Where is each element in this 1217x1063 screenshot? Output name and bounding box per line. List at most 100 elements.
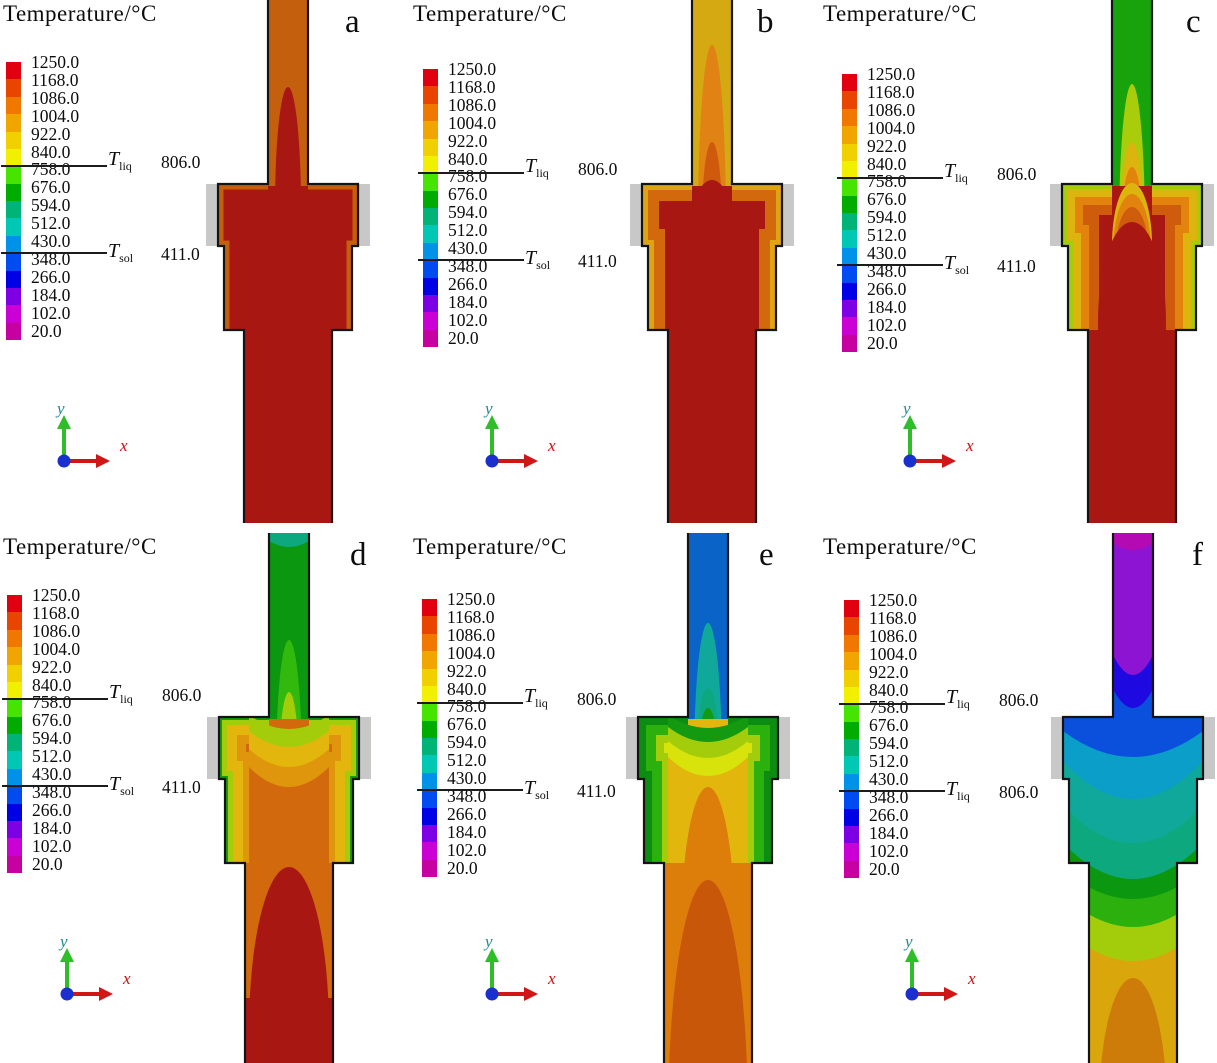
legend-tick-label: 512.0 (869, 751, 909, 772)
legend-color-band (844, 704, 859, 722)
legend-color-band (7, 716, 22, 734)
legend-tick-label: 758.0 (448, 166, 488, 187)
legend-tick-label: 1250.0 (31, 52, 80, 72)
axis-arrows-icon (485, 415, 538, 468)
legend-tick-label: 922.0 (32, 656, 72, 677)
legend-tick-label: 922.0 (31, 123, 71, 144)
liquidus-value: 806.0 (161, 152, 201, 172)
solidus-line (2, 785, 108, 787)
axis-arrows-icon (903, 415, 956, 468)
legend-color-band (422, 755, 437, 773)
legend-colorbar (844, 600, 859, 878)
legend-tick-label: 266.0 (448, 273, 488, 294)
x-axis-label: x (968, 969, 976, 988)
legend-tick-label: 430.0 (867, 243, 907, 263)
legend-tick-label: 1086.0 (448, 94, 497, 115)
panel-a: Temperature/°C a 1250.0 1168.0 1086.0 1004.… (0, 0, 405, 533)
panel-f: Temperature/°C f 1250.0 1168.0 1086.0 1004.… (820, 533, 1217, 1063)
legend-color-band (6, 201, 21, 219)
legend-tick-label: 430.0 (869, 769, 909, 789)
solidus-value: 411.0 (161, 244, 200, 264)
legend-tick-label: 102.0 (31, 302, 71, 323)
legend-tick-label: 20.0 (869, 858, 900, 879)
legend-color-band (6, 235, 21, 254)
legend-tick-label: 102.0 (867, 314, 907, 335)
solidus-value: 411.0 (997, 256, 1036, 276)
x-axis-label: x (966, 436, 974, 455)
legend-tick-label: 20.0 (31, 320, 62, 341)
liquidus-symbol: Tliq (108, 148, 132, 173)
panel-d: Temperature/°C d 1250.0 1168.0 1086.0 1004.… (0, 533, 405, 1063)
legend-color-band (7, 699, 22, 717)
legend-tick-labels: 1250.0 1168.0 1086.0 1004.0 922.0 840.0 758.0 6… (448, 60, 520, 360)
legend-color-band (6, 253, 21, 271)
legend-color-band (844, 791, 859, 809)
legend-tick-label: 1250.0 (32, 585, 81, 605)
legend-colorbar (842, 74, 857, 352)
legend-color-band (423, 312, 438, 330)
legend-tick-label: 512.0 (447, 750, 487, 771)
legend-tick-label: 1168.0 (32, 602, 80, 623)
legend-color-band (423, 208, 438, 226)
legend-color-band (844, 825, 859, 844)
legend-tick-label: 266.0 (867, 278, 907, 299)
legend-color-band (842, 126, 857, 144)
legend-tick-label: 758.0 (867, 171, 907, 192)
panel-title: Temperature/°C (413, 534, 567, 559)
legend-color-band (842, 178, 857, 196)
legend-color-band (6, 96, 21, 115)
legend-tick-label: 20.0 (32, 853, 63, 874)
axis-triad-icon: y x (480, 399, 575, 484)
legend-color-band (422, 651, 437, 669)
legend-tick-label: 676.0 (448, 184, 488, 205)
legend-color-band (6, 148, 21, 167)
legend-color-band (842, 74, 857, 92)
legend-tick-label: 430.0 (447, 768, 487, 788)
legend-color-band (6, 218, 21, 236)
legend-color-band (7, 595, 22, 613)
y-axis-label: y (905, 932, 913, 951)
legend-tick-label: 1250.0 (867, 64, 916, 84)
legend-color-band (7, 647, 22, 665)
legend-color-band (7, 629, 22, 648)
legend-color-band (842, 213, 857, 231)
liquidus-symbol: Tliq (944, 160, 968, 185)
legend-color-band (422, 668, 437, 686)
legend-color-band (7, 751, 22, 769)
legend-tick-label: 348.0 (32, 781, 72, 802)
legend-color-band (842, 334, 857, 352)
legend-color-band (423, 155, 438, 174)
legend-tick-label: 266.0 (869, 804, 909, 825)
legend-tick-label: 184.0 (31, 284, 71, 305)
x-axis-label: x (548, 969, 556, 988)
axis-arrows-icon (60, 948, 113, 1001)
solidus-line (1, 252, 107, 254)
legend-tick-label: 1004.0 (867, 117, 916, 138)
legend-tick-labels: 1250.0 1168.0 1086.0 1004.0 922.0 840.0 758.0 6… (869, 591, 941, 891)
legend-color-band (6, 322, 21, 340)
legend-tick-label: 1168.0 (869, 607, 917, 628)
legend-tick-label: 676.0 (447, 714, 487, 735)
legend-tick-label: 20.0 (867, 332, 898, 353)
legend-color-band (423, 86, 438, 104)
legend-tick-label: 184.0 (869, 822, 909, 843)
casting-contour-field (1051, 533, 1215, 1063)
legend-color-band (842, 230, 857, 248)
casting-contour-field (1050, 0, 1214, 523)
legend-color-band (7, 612, 22, 630)
legend-tick-label: 594.0 (31, 195, 71, 216)
legend-tick-label: 266.0 (447, 803, 487, 824)
legend-color-band (844, 756, 859, 774)
legend-tick-label: 758.0 (869, 697, 909, 718)
solidus-line (839, 790, 945, 792)
legend-tick-label: 512.0 (31, 213, 71, 234)
legend-tick-label: 512.0 (867, 225, 907, 246)
legend-tick-label: 594.0 (32, 728, 72, 749)
legend-tick-label: 184.0 (447, 821, 487, 842)
legend-color-band (422, 807, 437, 825)
liquidus-value: 806.0 (577, 689, 617, 709)
casting-contour-field (630, 0, 794, 523)
legend-color-band (6, 62, 21, 80)
legend-tick-label: 102.0 (32, 835, 72, 856)
